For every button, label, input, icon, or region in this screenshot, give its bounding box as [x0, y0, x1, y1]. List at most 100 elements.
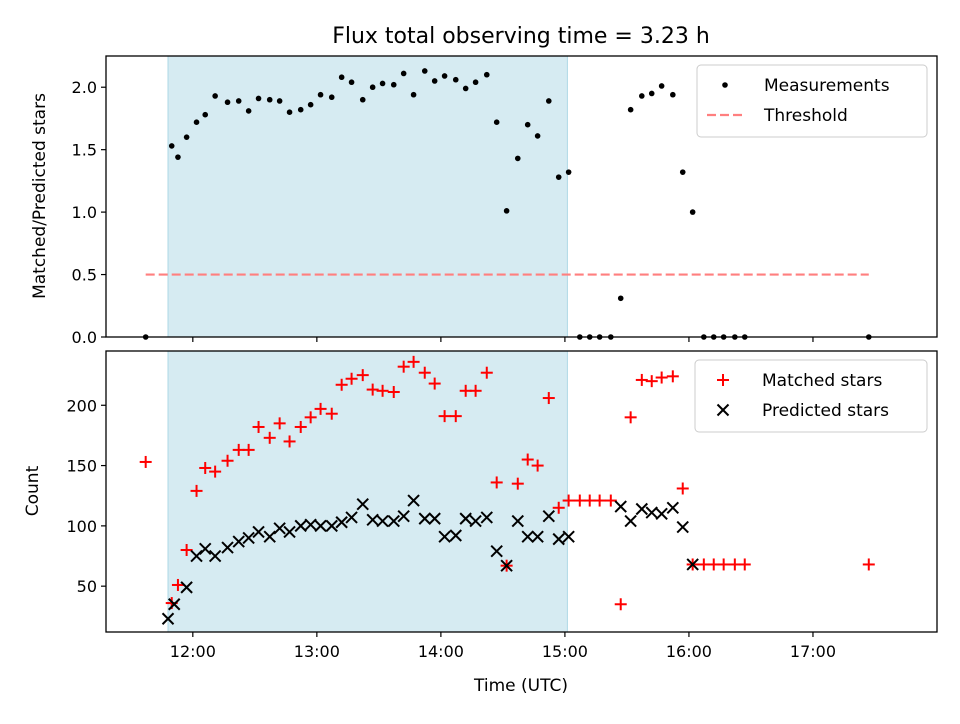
data-point-predicted: [614, 500, 627, 513]
x-mark-b: [635, 502, 649, 516]
y-tick-label: 0.5: [72, 266, 97, 285]
data-point-predicted: [459, 512, 472, 525]
legend-box: [694, 359, 928, 433]
data-point-measurement: [369, 84, 376, 91]
chart-title: Flux total observing time = 3.23 h: [332, 24, 710, 49]
data-point-predicted: [252, 525, 265, 539]
data-point-predicted: [283, 525, 296, 539]
data-point-measurement: [441, 73, 448, 79]
shaded-observing-window: [167, 350, 568, 633]
x-mark-b: [407, 494, 420, 507]
data-point-predicted: [552, 532, 565, 546]
legend-label: Matched stars: [762, 371, 882, 391]
data-point-measurement: [379, 80, 386, 87]
data-point-matched: [635, 373, 648, 386]
data-point-predicted: [161, 612, 175, 625]
data-point-measurement: [648, 90, 655, 97]
data-point-predicted: [376, 514, 389, 528]
data-point-matched: [542, 392, 555, 405]
data-point-measurement: [266, 96, 273, 103]
data-point-predicted: [407, 494, 420, 507]
data-point-matched: [655, 371, 668, 384]
x-mark-b: [304, 518, 317, 531]
data-point-predicted: [480, 511, 493, 524]
data-point-predicted: [500, 559, 513, 572]
data-point-predicted: [335, 516, 348, 529]
bottom-panel: 50 100 150 200 12:00 13:00 14:00 15:00 16:00 17:0…: [66, 350, 938, 661]
data-point-predicted: [190, 549, 203, 563]
data-point-matched: [397, 360, 410, 373]
data-point-predicted: [242, 531, 255, 545]
data-point-matched: [666, 370, 679, 383]
top-y-axis-label: Matched/Predicted stars: [30, 93, 50, 299]
y-tick-label: 100: [66, 517, 97, 536]
x-mark-b: [366, 513, 379, 527]
data-point-matched: [469, 384, 482, 397]
data-point-matched: [314, 402, 327, 415]
top-panel: 0.0 0.5 1.0 1.5 2.0 Measurements Threshold: [72, 55, 938, 347]
data-point-measurement: [555, 174, 562, 180]
data-point-predicted: [180, 581, 193, 594]
data-point-matched: [418, 366, 431, 379]
x-mark-b: [242, 531, 255, 545]
data-point-measurement: [410, 91, 417, 98]
data-point-measurement: [276, 98, 283, 104]
data-point-predicted: [645, 506, 658, 519]
data-point-measurement: [462, 85, 469, 92]
data-point-matched: [562, 494, 575, 507]
data-point-matched: [428, 377, 441, 390]
data-point-matched: [490, 476, 503, 489]
x-mark-b: [232, 535, 245, 548]
data-point-measurement: [255, 95, 262, 102]
data-point-predicted: [686, 558, 699, 571]
x-mark-b: [418, 512, 431, 525]
data-point-measurement: [328, 94, 335, 101]
data-point-matched: [407, 355, 420, 368]
legend: Measurements Threshold: [696, 64, 928, 138]
data-point-predicted: [449, 529, 462, 542]
x-mark-b: [655, 507, 668, 521]
data-point-matched: [209, 465, 222, 478]
data-point-predicted: [314, 519, 327, 533]
data-point-matched: [283, 435, 296, 448]
data-point-matched: [738, 558, 751, 571]
data-point-matched: [376, 384, 389, 397]
x-mark-b: [161, 612, 175, 625]
data-point-predicted: [199, 542, 212, 555]
data-point-matched: [190, 484, 203, 497]
x-mark-b: [376, 514, 389, 528]
legend-label: Measurements: [764, 76, 890, 96]
data-point-measurement: [235, 98, 242, 104]
y-tick-label: 200: [66, 396, 97, 415]
data-point-matched: [199, 461, 212, 474]
x-tick-label: 15:00: [542, 642, 588, 661]
x-mark-b: [221, 541, 234, 554]
data-point-predicted: [168, 598, 181, 611]
data-point-matched: [449, 410, 462, 423]
x-mark-b: [614, 500, 627, 513]
data-point-predicted: [366, 513, 379, 527]
data-point-measurement: [193, 119, 200, 125]
data-point-measurement: [307, 101, 314, 108]
legend-label: Threshold: [763, 106, 848, 126]
data-point-measurement: [524, 121, 531, 128]
data-point-measurement: [452, 76, 459, 83]
x-mark-b: [252, 525, 265, 539]
shaded-observing-window: [167, 55, 568, 338]
data-point-predicted: [263, 530, 276, 543]
x-mark-b: [168, 598, 181, 611]
x-mark-b: [273, 522, 286, 535]
x-mark-b: [542, 510, 555, 523]
x-mark-b: [686, 558, 699, 571]
data-point-measurement: [472, 79, 479, 86]
data-point-measurement: [317, 91, 324, 98]
x-mark-b: [294, 519, 307, 533]
data-point-matched: [325, 407, 338, 420]
data-point-measurement: [493, 119, 500, 125]
data-point-predicted: [624, 514, 637, 528]
data-point-measurement: [168, 143, 175, 149]
data-point-predicted: [418, 512, 431, 525]
x-mark-b: [208, 549, 222, 563]
data-point-matched: [356, 369, 369, 382]
